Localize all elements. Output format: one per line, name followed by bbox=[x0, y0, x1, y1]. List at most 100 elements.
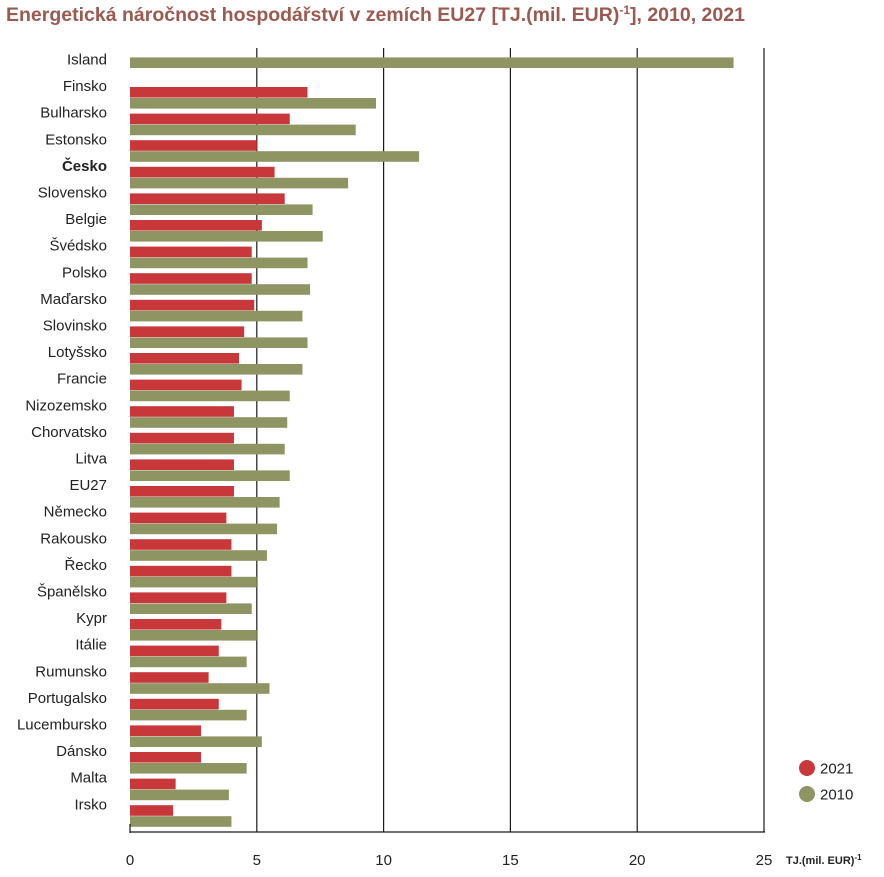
bar-2021-Řecko bbox=[130, 565, 232, 577]
category-label: EU27 bbox=[69, 477, 107, 494]
bar-2010-Portugalsko bbox=[130, 709, 247, 721]
category-label: Lucembursko bbox=[17, 717, 107, 734]
bar-2021-Belgie bbox=[130, 220, 262, 231]
category-label: Estonsko bbox=[45, 131, 107, 148]
bar-2021-Maďarsko bbox=[130, 299, 255, 311]
bar-2010-Nizozemsko bbox=[130, 417, 288, 428]
bar-2021-Lucembursko bbox=[130, 725, 202, 736]
bar-2021-Malta bbox=[130, 778, 176, 790]
tick-label-25: 25 bbox=[756, 852, 773, 869]
bar-2010-Estonsko bbox=[130, 151, 420, 162]
bar-2010-Dánsko bbox=[130, 763, 247, 774]
legend-label-2010: 2010 bbox=[820, 787, 853, 804]
bar-2010-Polsko bbox=[130, 284, 311, 295]
category-label: Chorvatsko bbox=[31, 424, 107, 441]
bar-2010-Slovinsko bbox=[130, 337, 308, 348]
bar-2010-Belgie bbox=[130, 231, 323, 242]
bar-2021-Rumunsko bbox=[130, 672, 209, 683]
category-label: Nizozemsko bbox=[25, 397, 107, 414]
bar-2010-Maďarsko bbox=[130, 310, 303, 322]
category-label: Litva bbox=[75, 451, 107, 468]
bar-2010-Řecko bbox=[130, 576, 257, 588]
category-label: Rakousko bbox=[40, 530, 107, 547]
category-label: Irsko bbox=[74, 796, 107, 813]
bar-2010-Itálie bbox=[130, 656, 247, 668]
legend-label-2021: 2021 bbox=[820, 761, 853, 778]
bar-2021-Kypr bbox=[130, 619, 222, 630]
category-label: Malta bbox=[70, 770, 107, 787]
bar-2021-Portugalsko bbox=[130, 698, 219, 710]
category-label: Island bbox=[67, 52, 107, 69]
bar-2010-Česko bbox=[130, 177, 349, 189]
bar-2021-Francie bbox=[130, 379, 242, 391]
category-label: Belgie bbox=[65, 211, 107, 228]
bar-2010-Rakousko bbox=[130, 550, 267, 561]
bar-2010-Finsko bbox=[130, 98, 376, 109]
bar-2010-Litva bbox=[130, 470, 290, 481]
category-label: Finsko bbox=[63, 78, 107, 95]
category-label: Španělsko bbox=[37, 584, 107, 601]
category-label: Maďarsko bbox=[40, 291, 107, 308]
bar-2021-Dánsko bbox=[130, 752, 202, 763]
bar-2010-Lucembursko bbox=[130, 736, 262, 747]
bar-2021-Rakousko bbox=[130, 539, 232, 550]
tick-label-0: 0 bbox=[126, 852, 134, 869]
bar-2010-Kypr bbox=[130, 630, 257, 641]
bar-2010-Německo bbox=[130, 523, 278, 535]
bar-2021-Bulharsko bbox=[130, 113, 290, 125]
title-suffix: ], 2010, 2021 bbox=[630, 4, 745, 26]
bar-2021-Slovinsko bbox=[130, 326, 245, 337]
category-label: Dánsko bbox=[56, 743, 107, 760]
bar-2021-Švédsko bbox=[130, 246, 252, 258]
category-label: Bulharsko bbox=[40, 105, 107, 122]
bar-2010-Francie bbox=[130, 390, 290, 402]
bar-2010-Chorvatsko bbox=[130, 443, 285, 455]
tick-label-20: 20 bbox=[629, 852, 646, 869]
unit-label: TJ.(mil. EUR)-1 bbox=[786, 853, 862, 867]
bar-2021-Itálie bbox=[130, 645, 219, 657]
unit-label-main: TJ.(mil. EUR) bbox=[786, 855, 855, 867]
bar-2010-Irsko bbox=[130, 816, 232, 827]
bar-2021-Slovensko bbox=[130, 193, 285, 204]
category-label: Polsko bbox=[62, 264, 107, 281]
bar-2021-Španělsko bbox=[130, 592, 227, 603]
category-label: Itálie bbox=[75, 637, 107, 654]
tick-label-5: 5 bbox=[253, 852, 261, 869]
bar-2010-Lotyšsko bbox=[130, 364, 303, 375]
category-label: Kypr bbox=[76, 610, 107, 627]
bar-2010-Švédsko bbox=[130, 257, 308, 269]
chart-title: Energetická náročnost hospodářství v zem… bbox=[6, 4, 745, 27]
category-label: Portugalsko bbox=[28, 690, 107, 707]
bar-2021-Česko bbox=[130, 166, 275, 178]
tick-label-10: 10 bbox=[375, 852, 392, 869]
bar-2021-Irsko bbox=[130, 805, 174, 816]
bar-2010-Bulharsko bbox=[130, 124, 356, 136]
category-label: Řecko bbox=[64, 557, 107, 574]
bar-2010-Rumunsko bbox=[130, 683, 270, 694]
bar-2010-EU27 bbox=[130, 497, 280, 508]
legend-marker-2010 bbox=[799, 786, 815, 802]
bar-2021-Německo bbox=[130, 512, 227, 524]
category-label: Německo bbox=[44, 504, 107, 521]
category-label: Francie bbox=[57, 371, 107, 388]
bar-2010-Island bbox=[130, 57, 734, 68]
bar-2021-Lotyšsko bbox=[130, 353, 240, 364]
unit-label-superscript: -1 bbox=[854, 853, 862, 862]
title-main: Energetická náročnost hospodářství v zem… bbox=[6, 4, 620, 26]
category-label: Slovinsko bbox=[43, 318, 107, 335]
bar-2021-Estonsko bbox=[130, 140, 257, 151]
bar-2010-Slovensko bbox=[130, 204, 313, 215]
title-superscript: -1 bbox=[619, 3, 630, 17]
bar-2021-EU27 bbox=[130, 486, 234, 497]
category-label: Rumunsko bbox=[35, 663, 107, 680]
bar-2010-Španělsko bbox=[130, 603, 252, 614]
bar-2021-Finsko bbox=[130, 87, 308, 98]
category-label: Švédsko bbox=[49, 238, 107, 255]
bar-2021-Polsko bbox=[130, 273, 252, 284]
bar-2021-Chorvatsko bbox=[130, 432, 234, 444]
bar-2010-Malta bbox=[130, 789, 229, 801]
category-label: Slovensko bbox=[38, 185, 107, 202]
legend-marker-2021 bbox=[799, 760, 815, 776]
tick-label-15: 15 bbox=[502, 852, 519, 869]
